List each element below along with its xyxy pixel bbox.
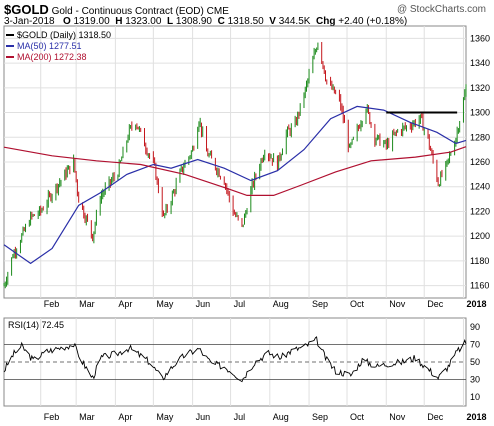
high-value: 1323.00	[125, 16, 162, 27]
price-y-tick-label: 1280	[470, 132, 490, 142]
high-label: H	[115, 16, 123, 27]
x-tick-label: Jul	[234, 299, 246, 309]
change-label: Chg	[316, 16, 336, 27]
rsi-y-tick-label: 30	[470, 375, 480, 385]
x-tick-label: May	[156, 412, 174, 422]
rsi-y-tick-label: 10	[470, 392, 480, 402]
price-y-tick-label: 1360	[470, 33, 490, 43]
open-value: 1319.00	[73, 16, 110, 27]
x-tick-label: Nov	[389, 412, 406, 422]
price-y-tick-label: 1240	[470, 182, 490, 192]
price-y-tick-label: 1260	[470, 157, 490, 167]
chart-header: $GOLD Gold - Continuous Contract (EOD) C…	[4, 2, 229, 17]
volume-label: V	[269, 16, 276, 27]
contract-name: Gold - Continuous Contract (EOD)	[51, 6, 204, 17]
x-tick-label: May	[156, 299, 174, 309]
legend-entry: MA(50) 1277.51	[17, 41, 82, 51]
quote-date: 3-Jan-2018	[4, 16, 55, 27]
ma50-line	[3, 105, 467, 265]
x-tick-label: Nov	[389, 299, 406, 309]
x-tick-label: Jun	[196, 299, 211, 309]
rsi-legend: RSI(14) 72.45	[8, 320, 64, 330]
x-tick-label: 2018	[466, 299, 486, 309]
exchange: CME	[206, 6, 229, 17]
price-y-tick-label: 1320	[470, 83, 490, 93]
price-y-tick-label: 1160	[470, 281, 489, 291]
x-tick-label: Apr	[118, 412, 132, 422]
legend-entry: MA(200) 1272.38	[17, 52, 87, 62]
x-tick-label: Apr	[118, 299, 132, 309]
x-tick-label: Oct	[350, 412, 365, 422]
close-label: C	[217, 16, 225, 27]
ma200-line	[3, 146, 467, 196]
rsi-line	[3, 336, 467, 383]
x-tick-label: Mar	[79, 299, 95, 309]
price-y-tick-label: 1220	[470, 206, 490, 216]
x-tick-label: 2018	[466, 412, 486, 422]
price-y-tick-label: 1200	[470, 231, 490, 241]
price-y-tick-label: 1300	[470, 108, 490, 118]
price-y-tick-label: 1180	[470, 256, 489, 266]
x-tick-label: Feb	[44, 299, 60, 309]
rsi-y-tick-label: 50	[470, 357, 480, 367]
legend-entry: $GOLD (Daily) 1318.50	[17, 30, 111, 40]
low-value: 1308.90	[175, 16, 212, 27]
volume-value: 344.5K	[278, 16, 311, 27]
x-tick-label: Aug	[273, 299, 289, 309]
x-tick-label: Oct	[350, 299, 365, 309]
x-tick-label: Mar	[79, 412, 95, 422]
low-label: L	[166, 16, 174, 27]
x-tick-label: Feb	[44, 412, 60, 422]
open-label: O	[62, 16, 71, 27]
symbol: $GOLD	[4, 2, 49, 17]
x-tick-label: Jun	[196, 412, 211, 422]
close-value: 1318.50	[227, 16, 264, 27]
x-tick-label: Jul	[234, 412, 246, 422]
rsi-y-tick-label: 90	[470, 322, 480, 332]
price-y-tick-label: 1340	[470, 58, 490, 68]
change-value: +2.40 (+0.18%)	[338, 16, 408, 27]
rsi-y-tick-label: 70	[470, 339, 480, 349]
x-tick-label: Sep	[312, 299, 328, 309]
watermark: @ StockCharts.com	[396, 4, 486, 15]
quote-row: 3-Jan-2018 O 1319.00 H 1323.00 L 1308.90…	[4, 16, 407, 27]
x-tick-label: Dec	[427, 412, 444, 422]
x-tick-label: Aug	[273, 412, 289, 422]
x-tick-label: Dec	[427, 299, 444, 309]
x-tick-label: Sep	[312, 412, 328, 422]
